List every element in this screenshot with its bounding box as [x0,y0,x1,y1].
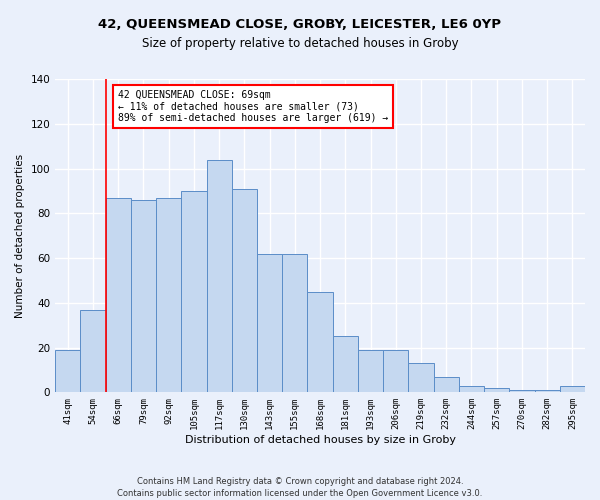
Bar [332,336,358,392]
Bar [80,310,106,392]
Bar [232,188,257,392]
Bar [106,198,131,392]
Bar [55,350,80,393]
Bar [434,376,459,392]
Bar [383,350,409,393]
Bar [560,386,585,392]
Text: Size of property relative to detached houses in Groby: Size of property relative to detached ho… [142,38,458,51]
Text: 42, QUEENSMEAD CLOSE, GROBY, LEICESTER, LE6 0YP: 42, QUEENSMEAD CLOSE, GROBY, LEICESTER, … [98,18,502,30]
Text: Contains public sector information licensed under the Open Government Licence v3: Contains public sector information licen… [118,489,482,498]
Bar [459,386,484,392]
Bar [131,200,156,392]
Bar [206,160,232,392]
Bar [484,388,509,392]
Bar [181,191,206,392]
Bar [307,292,332,392]
Bar [282,254,307,392]
Bar [358,350,383,393]
Bar [409,363,434,392]
Bar [156,198,181,392]
Text: Contains HM Land Registry data © Crown copyright and database right 2024.: Contains HM Land Registry data © Crown c… [137,478,463,486]
Bar [509,390,535,392]
Y-axis label: Number of detached properties: Number of detached properties [15,154,25,318]
X-axis label: Distribution of detached houses by size in Groby: Distribution of detached houses by size … [185,435,455,445]
Bar [257,254,282,392]
Text: 42 QUEENSMEAD CLOSE: 69sqm
← 11% of detached houses are smaller (73)
89% of semi: 42 QUEENSMEAD CLOSE: 69sqm ← 11% of deta… [118,90,388,124]
Bar [535,390,560,392]
